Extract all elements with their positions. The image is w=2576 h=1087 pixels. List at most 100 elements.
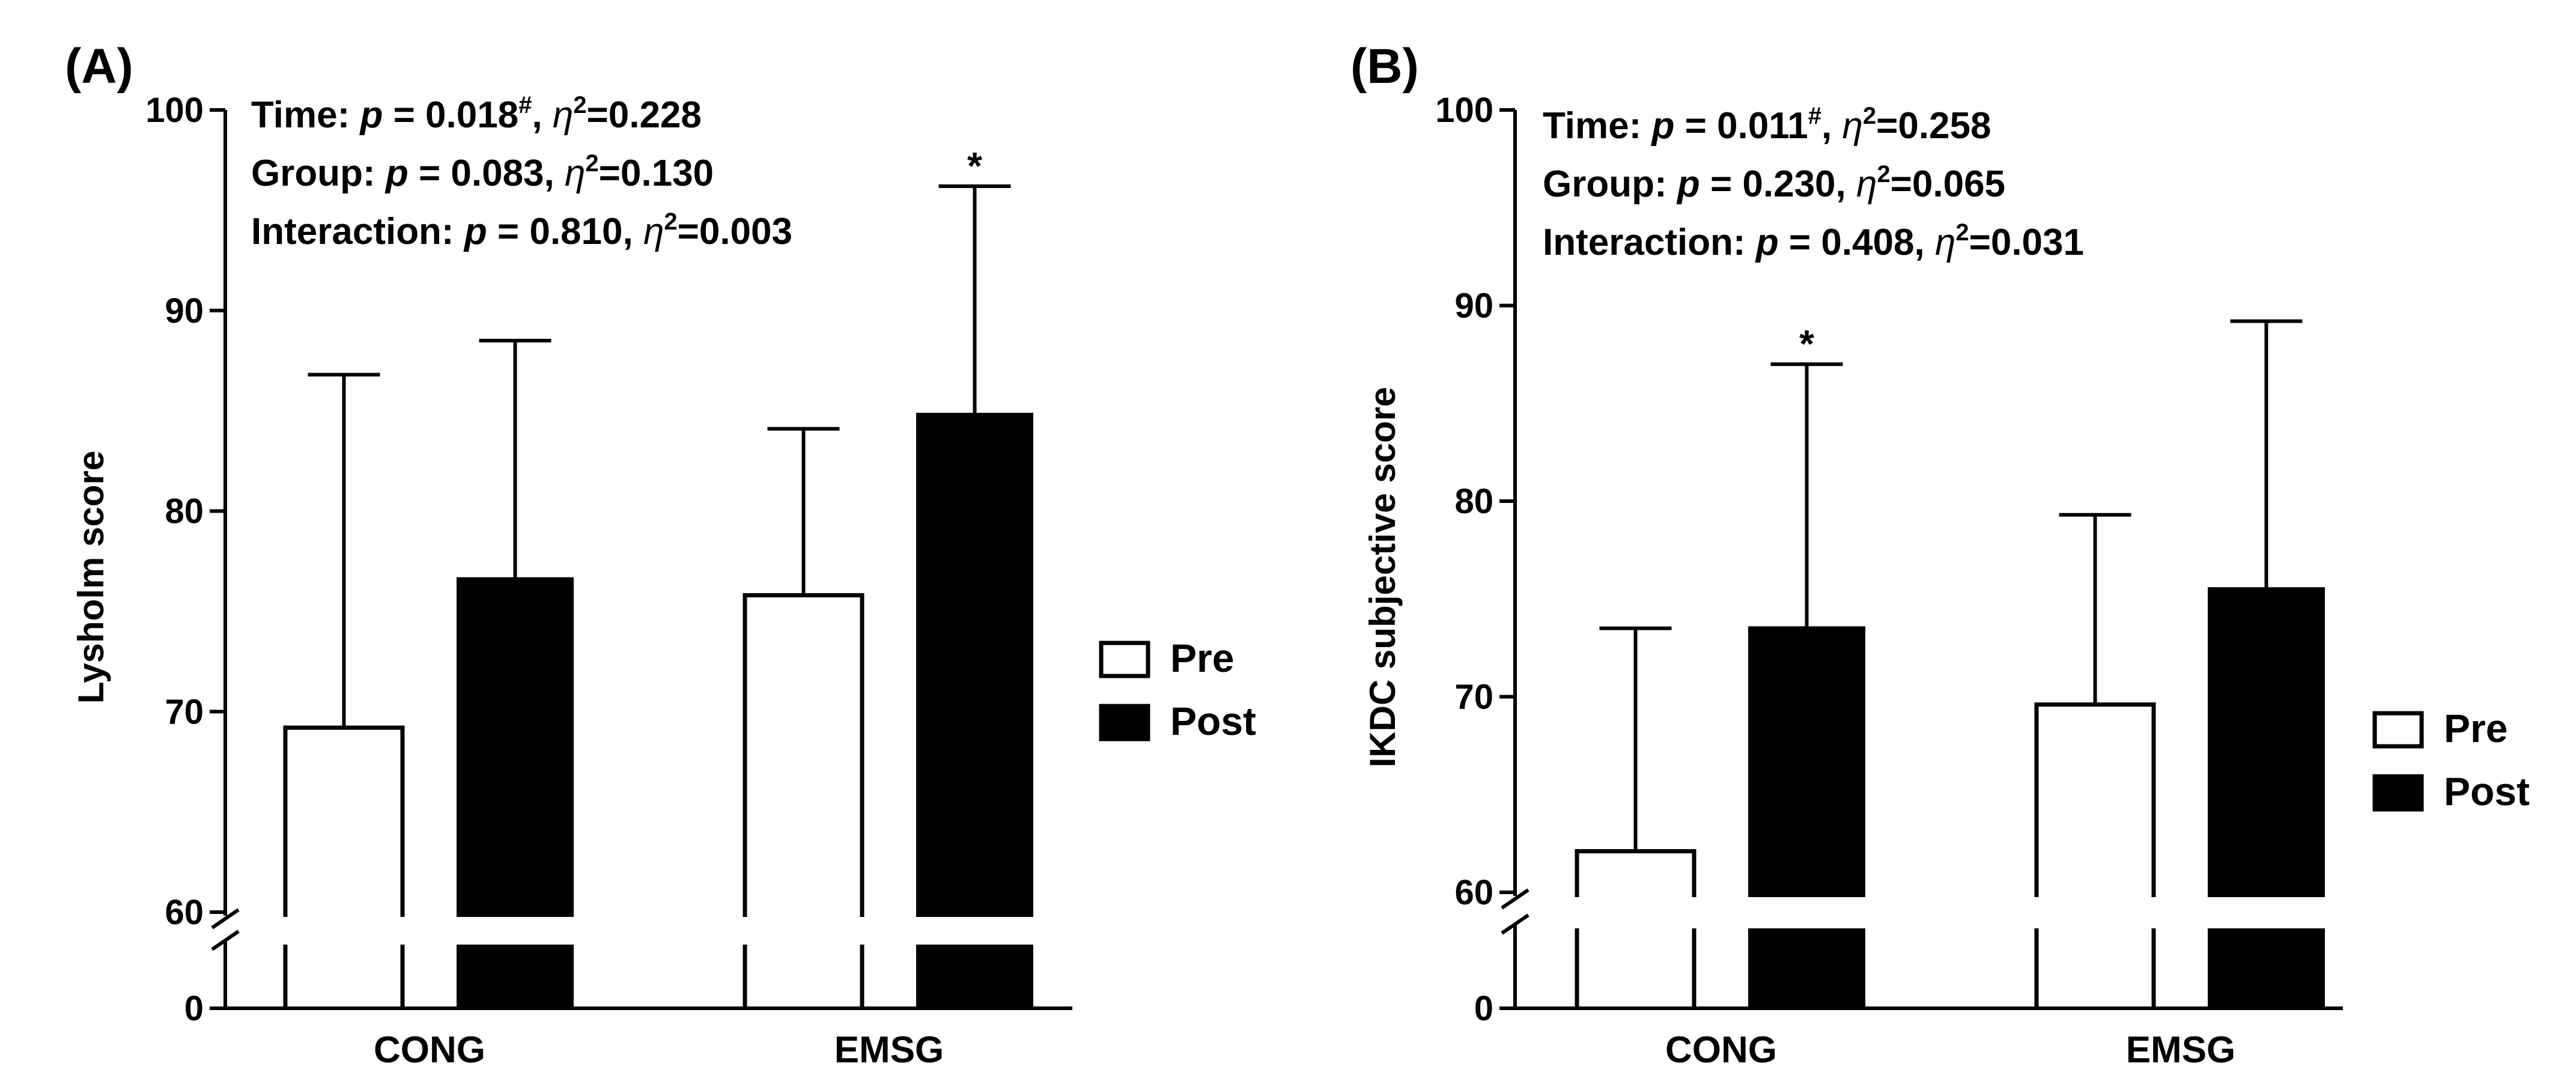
stat-p-value: = 0.083, (409, 153, 554, 194)
stat-eta-symbol: η (553, 94, 573, 136)
stat-eta-value: =0.228 (587, 94, 702, 136)
stat-line: Time: p = 0.018#, η2=0.228 (251, 92, 702, 136)
y-tick-label: 80 (165, 492, 204, 531)
stat-separator: , (1821, 105, 1842, 147)
y-tick-label: 100 (145, 91, 204, 130)
stat-sup: # (518, 92, 532, 118)
x-tick-label: CONG (374, 1029, 485, 1071)
bar-post-lower (1748, 928, 1865, 1008)
legend-label-post: Post (2444, 769, 2530, 814)
legend-swatch-pre (2372, 711, 2424, 749)
stat-label: Group: (251, 153, 386, 194)
bar-post-lower (916, 945, 1033, 1008)
y-tick-label: 0 (184, 989, 204, 1028)
stat-p-symbol: p (1676, 163, 1700, 205)
stat-eta-value: =0.031 (1969, 222, 2084, 263)
stat-eta-sup: 2 (1955, 219, 1969, 246)
stat-p-symbol: p (359, 94, 383, 136)
stat-eta-sup: 2 (1877, 161, 1890, 187)
bar-post (2208, 587, 2325, 897)
stat-line: Group: p = 0.230, η2=0.065 (1543, 161, 2005, 205)
legend-label-post: Post (1170, 699, 1256, 743)
stat-p-symbol: p (463, 211, 487, 252)
y-tick-label: 70 (1454, 678, 1493, 717)
bar-pre-lower (283, 945, 405, 1008)
stat-p-symbol: p (1755, 222, 1779, 263)
stat-p-value: = 0.810, (487, 211, 633, 252)
axis-break-mark (1501, 888, 1530, 910)
legend-label-pre: Pre (1170, 636, 1234, 680)
stat-line: Interaction: p = 0.810, η2=0.003 (251, 209, 792, 252)
axis-break-mark (1501, 913, 1530, 935)
stat-eta-value: =0.258 (1876, 105, 1991, 147)
axis-break-mark (211, 908, 240, 930)
legend-swatch-post (2372, 774, 2424, 812)
panel-b: (B) 0 60 70 80 90 100 IKDC subjective score CONG… (1350, 39, 2530, 1071)
stat-p-value: = 0.230, (1700, 163, 1846, 205)
x-tick-label: EMSG (2126, 1029, 2236, 1071)
bar-post (457, 577, 574, 917)
significance-marker: * (967, 144, 982, 187)
bar-pre (283, 725, 405, 917)
bar-pre (2034, 702, 2156, 897)
stat-eta-value: =0.065 (1891, 163, 2005, 205)
legend-swatch-pre (1099, 641, 1150, 678)
x-tick-label: CONG (1665, 1029, 1777, 1071)
y-tick-label: 80 (1454, 482, 1493, 521)
bar-post (1748, 626, 1865, 897)
stat-p-symbol: p (384, 153, 409, 194)
stat-line: Time: p = 0.011#, η2=0.258 (1543, 103, 1991, 147)
stat-eta-sup: 2 (664, 209, 677, 235)
stat-p-value: = 0.018 (383, 94, 518, 136)
stat-p-symbol: p (1650, 105, 1674, 147)
stat-label: Time: (1543, 105, 1651, 147)
bar-pre-lower (1575, 928, 1697, 1008)
stat-sup: # (1808, 103, 1821, 129)
stat-eta-symbol: η (1935, 222, 1955, 263)
stat-p-value: = 0.011 (1674, 105, 1808, 147)
bar-post-lower (457, 945, 574, 1008)
y-axis-title: IKDC subjective score (1362, 387, 1403, 768)
panel-a: (A) 0 60 70 80 90 100 Lysholm score CONG EMSG * Tim… (65, 39, 1256, 1071)
stat-label: Interaction: (1543, 222, 1756, 263)
panel-label: (A) (65, 39, 133, 94)
stat-separator (633, 211, 643, 252)
stat-separator (554, 153, 565, 194)
panel-label: (B) (1350, 39, 1419, 94)
stat-eta-symbol: η (1842, 105, 1862, 147)
y-tick-label: 90 (1454, 287, 1493, 326)
stat-eta-symbol: η (565, 153, 585, 194)
y-tick-label: 100 (1435, 91, 1493, 130)
stat-eta-sup: 2 (573, 92, 586, 118)
stat-label: Group: (1543, 163, 1677, 205)
stat-eta-sup: 2 (585, 150, 598, 177)
y-tick-label: 60 (1454, 873, 1493, 912)
stat-eta-symbol: η (643, 211, 664, 252)
y-tick-label: 70 (165, 692, 204, 731)
bar-pre (743, 593, 864, 917)
stat-p-value: = 0.408, (1779, 222, 1925, 263)
stat-eta-value: =0.130 (599, 153, 714, 194)
stat-label: Time: (251, 94, 360, 136)
y-tick-label: 60 (165, 893, 204, 932)
stat-label: Interaction: (251, 211, 464, 252)
axis-break-mark (211, 930, 240, 951)
bar-post (916, 412, 1033, 917)
stat-separator (1846, 163, 1856, 205)
stat-line: Interaction: p = 0.408, η2=0.031 (1543, 219, 2084, 263)
y-axis-title: Lysholm score (71, 451, 111, 704)
stat-line: Group: p = 0.083, η2=0.130 (251, 150, 714, 194)
y-tick-label: 90 (165, 291, 204, 330)
significance-marker: * (1799, 322, 1814, 365)
bar-post-lower (2208, 928, 2325, 1008)
stat-eta-sup: 2 (1863, 103, 1876, 129)
bar-pre-lower (2034, 928, 2156, 1008)
stat-eta-symbol: η (1856, 163, 1877, 205)
x-tick-label: EMSG (834, 1029, 944, 1071)
stat-separator: , (532, 94, 552, 136)
legend-swatch-post (1099, 704, 1150, 741)
bar-pre (1575, 849, 1697, 897)
bar-pre-lower (743, 945, 864, 1008)
legend-label-pre: Pre (2444, 706, 2508, 751)
